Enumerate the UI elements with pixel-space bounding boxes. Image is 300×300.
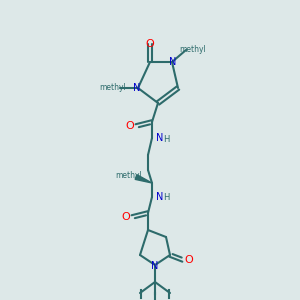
Text: methyl: methyl bbox=[100, 82, 126, 91]
Text: methyl: methyl bbox=[116, 170, 142, 179]
Text: O: O bbox=[122, 212, 130, 222]
Text: N: N bbox=[169, 57, 177, 67]
Text: O: O bbox=[146, 39, 154, 49]
Polygon shape bbox=[135, 175, 152, 183]
Text: H: H bbox=[163, 134, 169, 143]
Text: N: N bbox=[151, 261, 159, 271]
Text: methyl: methyl bbox=[180, 44, 206, 53]
Text: N: N bbox=[156, 192, 164, 202]
Text: H: H bbox=[163, 194, 169, 202]
Text: N: N bbox=[133, 83, 141, 93]
Text: O: O bbox=[184, 255, 194, 265]
Text: N: N bbox=[156, 133, 164, 143]
Text: O: O bbox=[126, 121, 134, 131]
